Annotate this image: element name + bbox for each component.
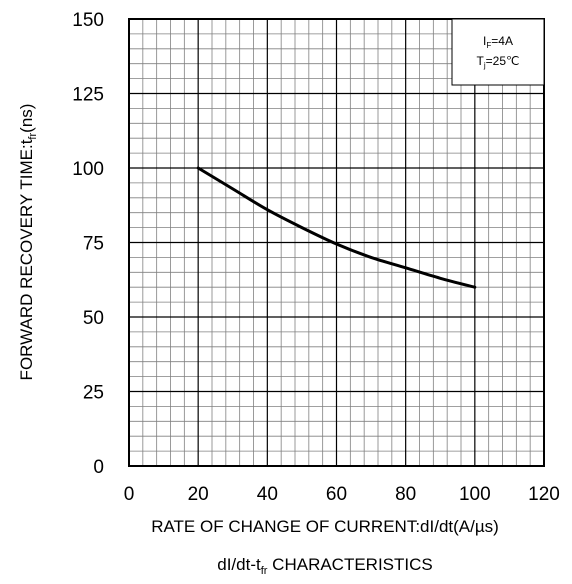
x-tick-label: 60 (326, 484, 347, 505)
x-tick-label: 0 (124, 484, 135, 505)
y-tick-label: 100 (72, 159, 104, 180)
legend-line-2: Tj=25℃ (477, 54, 520, 70)
y-tick-label: 150 (72, 10, 104, 31)
legend-line-2-prefix: T (477, 54, 485, 68)
chart-title-main: dI/dt-t (217, 555, 261, 574)
y-axis-label-prefix: FORWARD RECOVERY TIME:t (17, 139, 36, 380)
y-axis-label-suffix: (ns) (17, 104, 36, 133)
y-tick-label: 75 (83, 234, 104, 255)
plot-frame (128, 18, 545, 467)
series-line (196, 166, 477, 289)
legend-line-2-suffix: =25℃ (486, 54, 520, 68)
legend-line-1-suffix: =4A (491, 34, 513, 48)
y-axis-ticks: 0 25 50 75 100 125 150 (72, 10, 104, 478)
x-axis-label: RATE OF CHANGE OF CURRENT:dI/dt(A/µs) (151, 517, 499, 536)
y-tick-label: 25 (83, 383, 104, 404)
x-tick-label: 40 (257, 484, 278, 505)
chart-title-subscript: fr (261, 565, 268, 577)
x-axis-ticks: 0 20 40 60 80 100 120 (124, 484, 560, 505)
y-tick-label: 0 (93, 457, 104, 478)
x-tick-label: 120 (528, 484, 560, 505)
x-tick-label: 100 (459, 484, 491, 505)
chart-title: dI/dt-tfr CHARACTERISTICS (217, 555, 433, 577)
legend-line-1-subscript: F (486, 41, 491, 50)
chart-title-suffix: CHARACTERISTICS (267, 555, 432, 574)
y-tick-label: 125 (72, 85, 104, 106)
legend-line-1-prefix: I (483, 34, 486, 48)
legend-frame (451, 18, 545, 86)
x-tick-label: 20 (188, 484, 209, 505)
legend-line-1: IF=4A (483, 34, 513, 50)
y-tick-label: 50 (83, 308, 104, 329)
legend-box: IF=4A Tj=25℃ (451, 18, 545, 86)
y-axis-label: FORWARD RECOVERY TIME:tfr(ns) (17, 104, 39, 381)
legend-line-2-subscript: j (483, 61, 486, 70)
y-axis-label-subscript: fr (27, 133, 39, 140)
x-tick-label: 80 (395, 484, 416, 505)
